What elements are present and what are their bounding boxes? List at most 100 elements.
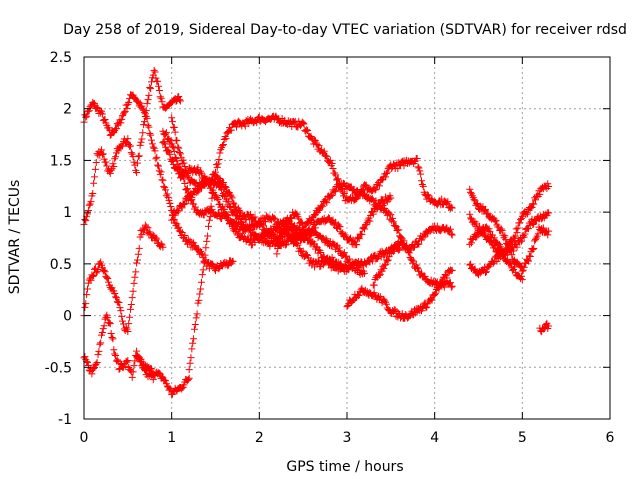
data-point bbox=[484, 210, 492, 218]
data-point bbox=[113, 298, 121, 306]
data-point bbox=[159, 243, 167, 251]
data-point bbox=[105, 319, 113, 327]
data-point bbox=[118, 312, 126, 320]
data-point bbox=[421, 272, 429, 280]
data-point bbox=[362, 260, 370, 268]
data-point bbox=[214, 160, 222, 168]
data-point bbox=[125, 140, 133, 148]
data-point bbox=[300, 226, 308, 234]
data-point bbox=[130, 362, 138, 370]
data-point bbox=[448, 231, 456, 239]
data-point bbox=[446, 225, 454, 233]
data-point bbox=[185, 374, 193, 382]
data-point bbox=[162, 130, 170, 138]
data-point bbox=[342, 253, 350, 261]
data-point bbox=[303, 126, 311, 134]
data-point bbox=[176, 228, 184, 236]
data-point bbox=[322, 197, 330, 205]
data-point bbox=[411, 309, 419, 317]
data-point bbox=[335, 184, 343, 192]
data-point bbox=[190, 325, 198, 333]
data-point bbox=[197, 249, 205, 257]
data-point bbox=[511, 232, 519, 240]
y-tick-label: 0.5 bbox=[50, 257, 72, 273]
x-tick-labels: 0 1 2 3 4 5 6 bbox=[80, 430, 615, 446]
data-point bbox=[117, 119, 125, 127]
data-point bbox=[467, 239, 475, 247]
data-point bbox=[186, 237, 194, 245]
y-tick-label: 0 bbox=[63, 309, 72, 325]
data-point bbox=[303, 251, 311, 259]
data-point bbox=[159, 176, 167, 184]
data-point bbox=[163, 147, 171, 155]
data-point bbox=[331, 220, 339, 228]
data-point bbox=[381, 297, 389, 305]
data-point bbox=[329, 164, 337, 172]
data-point bbox=[198, 271, 206, 279]
data-point bbox=[385, 195, 393, 203]
data-point bbox=[418, 269, 426, 277]
data-point bbox=[96, 260, 104, 268]
data-point bbox=[448, 282, 456, 290]
data-point bbox=[518, 276, 526, 284]
data-point bbox=[85, 201, 93, 209]
data-point bbox=[113, 356, 121, 364]
data-point bbox=[322, 235, 330, 243]
data-point bbox=[251, 238, 259, 246]
data-point bbox=[201, 251, 209, 259]
data-point bbox=[196, 290, 204, 298]
data-point bbox=[343, 303, 351, 311]
data-point bbox=[331, 186, 339, 194]
data-point bbox=[313, 141, 321, 149]
data-point bbox=[212, 173, 220, 181]
data-point bbox=[106, 283, 114, 291]
data-point bbox=[337, 260, 345, 268]
data-point bbox=[208, 206, 216, 214]
data-point bbox=[162, 192, 170, 200]
data-point bbox=[520, 263, 528, 271]
data-point bbox=[168, 216, 176, 224]
data-point bbox=[130, 158, 138, 166]
data-point bbox=[414, 163, 422, 171]
data-point bbox=[361, 286, 369, 294]
data-point bbox=[108, 284, 116, 292]
data-point bbox=[130, 279, 138, 287]
data-point bbox=[517, 216, 525, 224]
data-point bbox=[545, 227, 553, 235]
data-point bbox=[140, 118, 148, 126]
data-point bbox=[205, 181, 213, 189]
data-point bbox=[177, 385, 185, 393]
data-point bbox=[131, 357, 139, 365]
data-point bbox=[366, 217, 374, 225]
data-point bbox=[466, 185, 474, 193]
data-point bbox=[131, 273, 139, 281]
data-point bbox=[106, 169, 114, 177]
data-point bbox=[92, 269, 100, 277]
data-point bbox=[90, 365, 98, 373]
data-point bbox=[94, 351, 102, 359]
data-point bbox=[383, 168, 391, 176]
data-point bbox=[143, 100, 151, 108]
data-point bbox=[434, 283, 442, 291]
data-point bbox=[151, 68, 159, 76]
data-point bbox=[506, 260, 514, 268]
data-point bbox=[215, 156, 223, 164]
data-point bbox=[222, 183, 230, 191]
data-point bbox=[300, 234, 308, 242]
data-point bbox=[191, 242, 199, 250]
data-point bbox=[320, 147, 328, 155]
data-point bbox=[302, 233, 310, 241]
series-track-13 bbox=[369, 222, 456, 289]
data-point bbox=[92, 360, 100, 368]
data-point bbox=[212, 161, 220, 169]
data-point bbox=[382, 261, 390, 269]
data-point bbox=[197, 169, 205, 177]
data-point bbox=[334, 175, 342, 183]
y-tick-label: 2 bbox=[63, 102, 72, 118]
data-point bbox=[101, 268, 109, 276]
data-point bbox=[284, 231, 292, 239]
data-point bbox=[317, 248, 325, 256]
data-point bbox=[134, 250, 142, 258]
data-point bbox=[491, 217, 499, 225]
